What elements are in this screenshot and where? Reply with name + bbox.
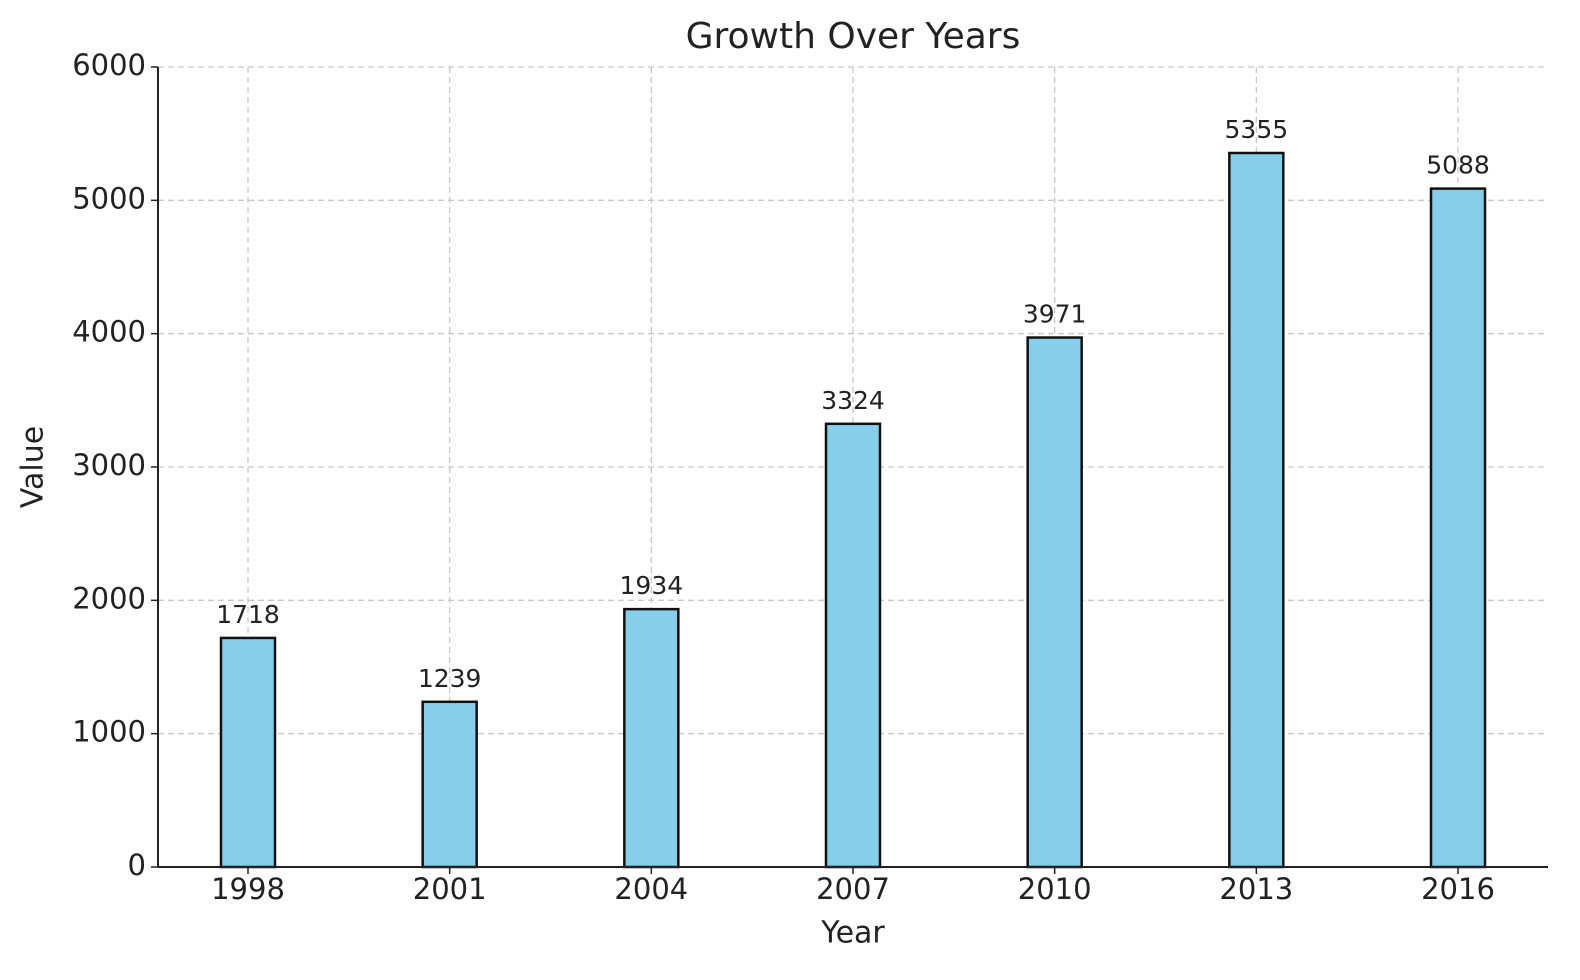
- x-axis-label: Year: [820, 916, 885, 951]
- bar: [623, 607, 680, 869]
- bar: [421, 700, 478, 869]
- bar: [1228, 151, 1285, 869]
- x-tick-label: 2007: [816, 872, 890, 906]
- data-label: 1239: [418, 664, 482, 693]
- y-tick-label: 5000: [72, 181, 146, 215]
- data-label: 3324: [821, 386, 885, 415]
- x-tick-label: 2013: [1219, 872, 1293, 906]
- y-axis-label: Value: [16, 426, 51, 508]
- x-tick-label: 2004: [614, 872, 688, 906]
- y-tick-label: 6000: [72, 48, 146, 82]
- bar: [824, 422, 882, 869]
- data-label: 1718: [216, 600, 280, 629]
- x-tick-label: 2001: [413, 872, 487, 906]
- y-tick-label: 3000: [72, 448, 146, 482]
- data-label: 1934: [620, 571, 684, 600]
- chart-title: Growth Over Years: [686, 16, 1021, 57]
- x-tick-label: 1998: [211, 872, 285, 906]
- data-label: 5355: [1225, 115, 1289, 144]
- x-tick-label: 2016: [1421, 872, 1495, 906]
- data-label: 3971: [1023, 300, 1087, 329]
- bar: [219, 636, 277, 869]
- x-tick-label: 2010: [1018, 872, 1092, 906]
- y-tick-label: 0: [128, 848, 146, 882]
- y-tick-label: 2000: [72, 581, 146, 615]
- y-tick-label: 4000: [72, 315, 146, 349]
- y-tick-label: 1000: [72, 715, 146, 749]
- bar: [1429, 187, 1487, 869]
- data-label: 5088: [1426, 151, 1490, 180]
- bar: [1026, 336, 1083, 869]
